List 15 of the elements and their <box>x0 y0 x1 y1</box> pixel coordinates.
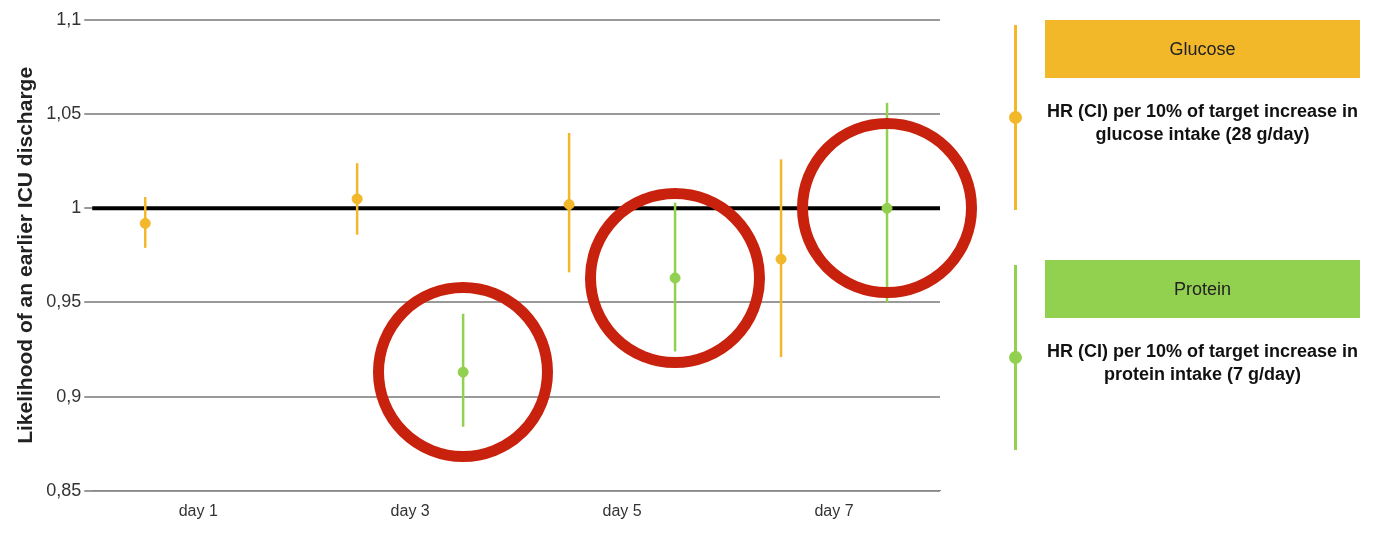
y-tick-label: 1,1 <box>56 8 82 29</box>
text: HR (CI) per 10% of target increase in protein intake (7 g/day) <box>1045 340 1360 386</box>
x-tick-label: day 3 <box>390 501 430 519</box>
text: Protein <box>1045 260 1360 318</box>
text: Glucose <box>1045 20 1360 78</box>
y-tick-label: 1 <box>71 197 82 218</box>
x-tick-label: day 5 <box>602 501 642 519</box>
x-tick-label: day 7 <box>814 501 854 519</box>
text: HR (CI) per 10% of target increase in glucose intake (28 g/day) <box>1045 100 1360 146</box>
y-tick-label: 0,9 <box>56 385 82 406</box>
y-axis-title: Likelihood of an earlier ICU discharge <box>13 66 37 444</box>
y-tick-label: 0,85 <box>46 479 82 500</box>
y-tick-label: 1,05 <box>46 103 82 124</box>
x-tick-label: day 1 <box>178 501 218 519</box>
y-tick-label: 0,95 <box>46 291 82 312</box>
